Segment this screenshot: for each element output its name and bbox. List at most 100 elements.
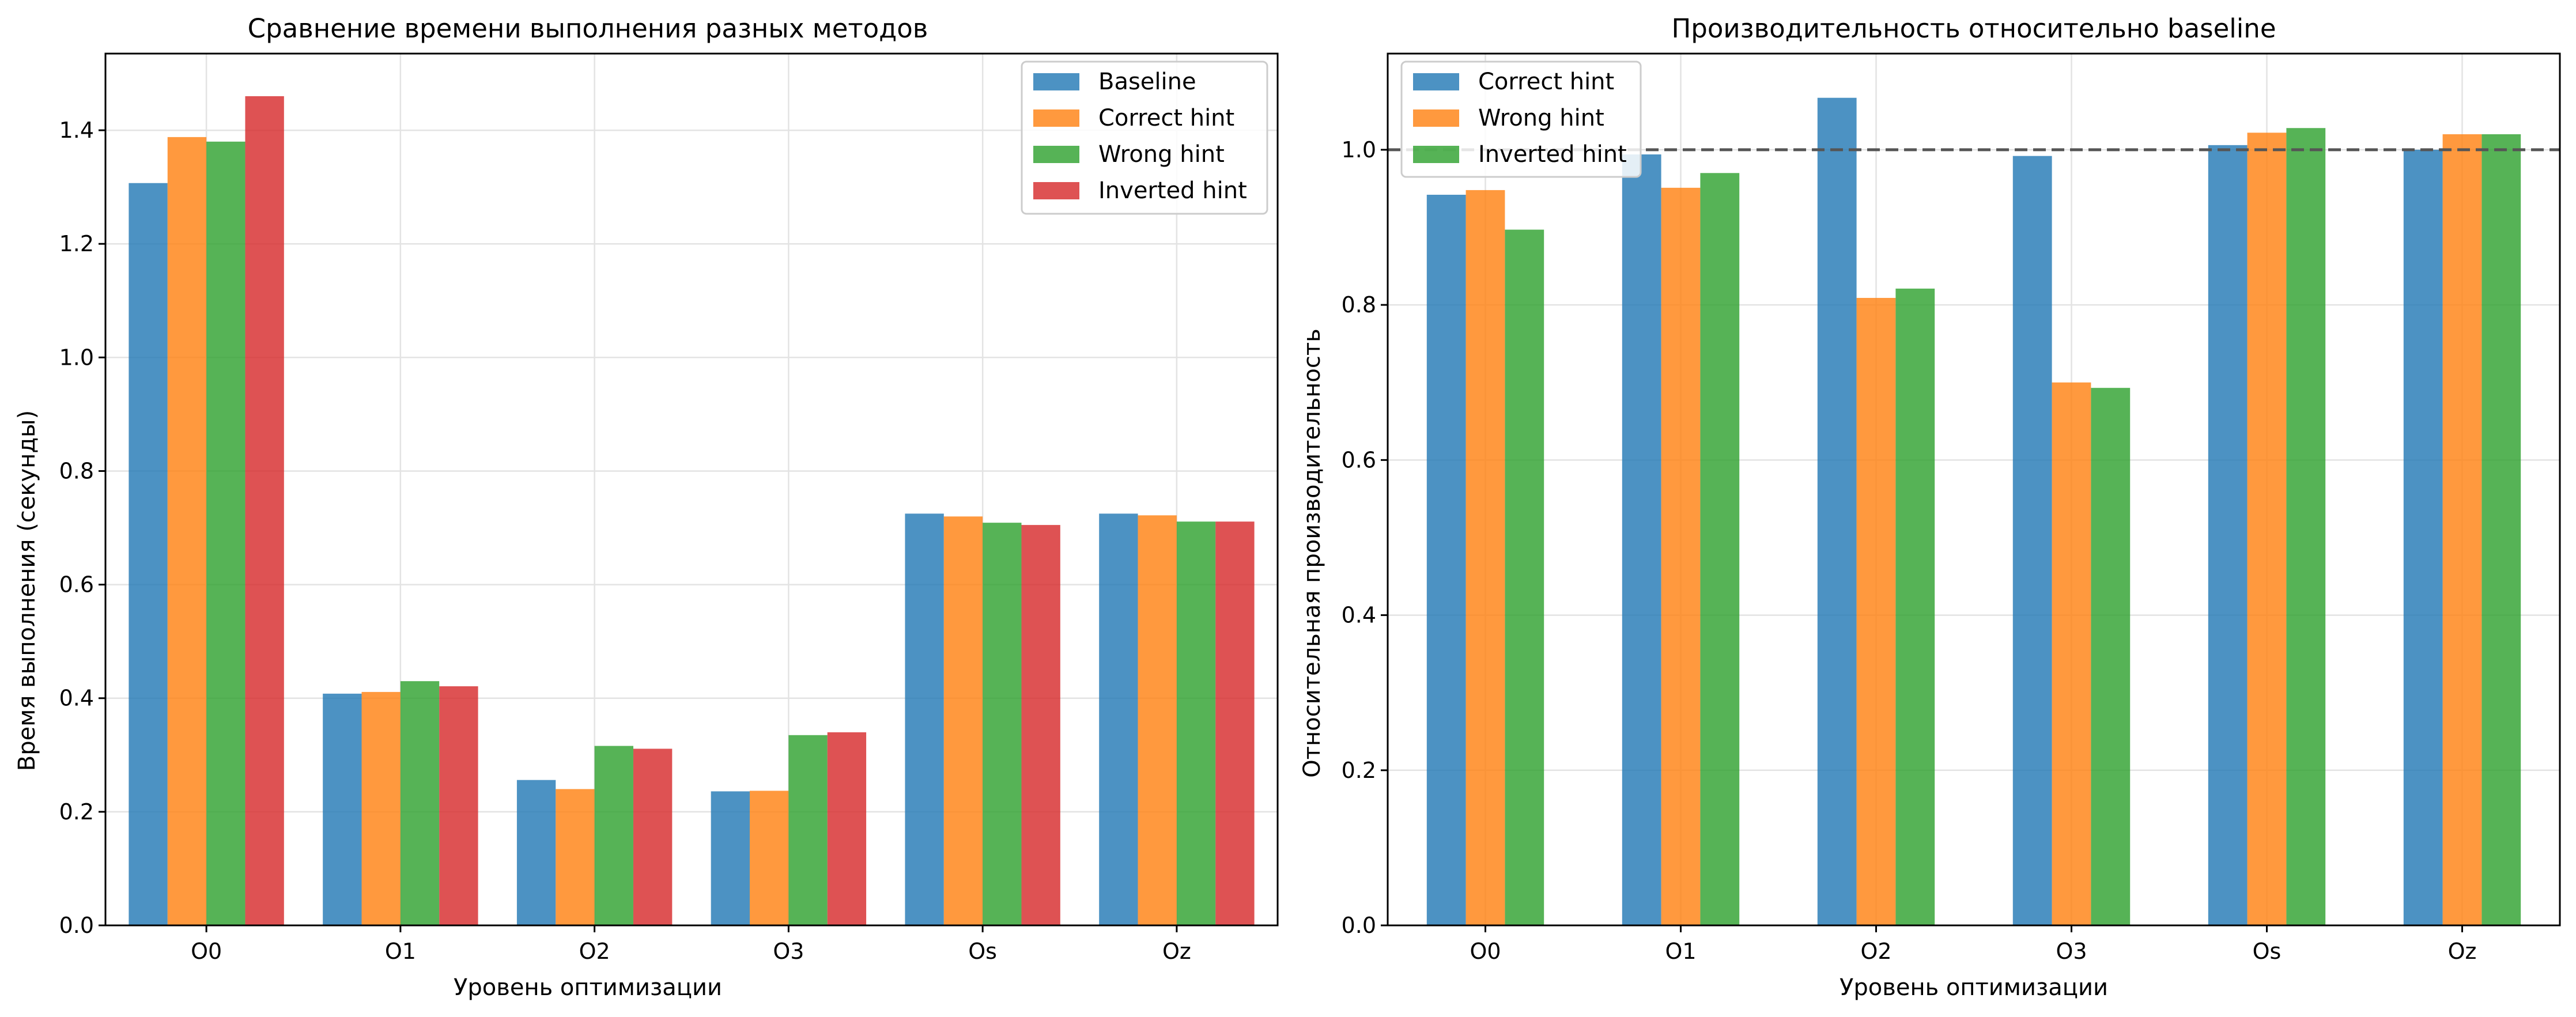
bar-baseline [711,791,750,925]
x-tick-label: Os [2253,939,2282,964]
bar-correct-hint [556,789,595,925]
legend-label: Baseline [1098,69,1196,95]
x-tick-label: O0 [1470,939,1501,964]
x-tick-label: Oz [2448,939,2477,964]
bar-wrong-hint [2052,382,2091,925]
y-tick-label: 0.4 [59,686,94,711]
legend-swatch [1413,73,1459,90]
legend-swatch [1413,109,1459,127]
y-tick-label: 0.0 [59,913,94,938]
x-tick-label: O0 [191,939,222,964]
bar-wrong-hint [1465,190,1505,926]
bar-inverted-hint [633,748,673,925]
legend-swatch [1033,182,1079,199]
bar-wrong-hint [1176,521,1216,925]
x-tick-label: O1 [1665,939,1696,964]
y-axis-label: Относительная производительность [1299,328,1325,777]
legend-swatch [1413,146,1459,163]
bar-correct-hint [167,137,207,925]
bar-correct-hint [750,791,789,925]
bar-wrong-hint [594,746,633,925]
x-tick-label: O2 [1860,939,1891,964]
bar-baseline [905,513,944,925]
plot-frame [104,52,1279,927]
x-tick-label: O1 [385,939,416,964]
bar-wrong-hint [788,735,828,925]
legend-label: Inverted hint [1478,141,1627,168]
plot-frame [1387,52,2561,927]
legend-label: Wrong hint [1098,141,1225,168]
legend-label: Inverted hint [1098,177,1247,204]
y-tick-label: 0.8 [1342,292,1376,317]
y-tick-label: 0.8 [59,458,94,483]
legend-swatch [1033,146,1079,163]
legend-label: Wrong hint [1478,105,1604,131]
x-axis-label: Уровень оптимизации [454,974,722,1001]
chart-title: Производительность относительно baseline [1671,13,2276,44]
x-tick-label: Oz [1162,939,1191,964]
y-tick-label: 1.0 [59,345,94,370]
bars [129,96,1255,926]
y-tick-label: 0.2 [59,799,94,825]
y-tick-label: 0.0 [1342,913,1376,938]
bar-inverted-hint [439,686,478,925]
bar-baseline [516,780,556,925]
bar-inverted-hint [1215,521,1255,925]
bar-correct-hint [1817,97,1857,926]
bar-inverted-hint [2091,388,2131,925]
x-tick-label: O3 [2056,939,2087,964]
bar-baseline [1099,513,1138,925]
bar-correct-hint [361,691,401,925]
bar-inverted-hint [1021,525,1060,925]
bar-wrong-hint [400,681,440,925]
bar-inverted-hint [245,96,284,926]
y-tick-label: 0.4 [1342,603,1376,628]
relative-performance-chart: Производительность относительно baseline… [1299,13,2561,1001]
chart-title: Сравнение времени выполнения разных мето… [248,13,928,44]
bar-inverted-hint [1505,229,1544,925]
bar-inverted-hint [2481,134,2521,925]
y-tick-label: 1.4 [59,118,94,143]
legend-box [1021,61,1268,215]
legend-label: Correct hint [1478,69,1614,95]
bar-correct-hint [1138,515,1177,925]
y-tick-label: 0.2 [1342,758,1376,783]
legend-label: Correct hint [1098,105,1234,131]
gridlines [1388,54,2560,927]
bar-correct-hint [2012,156,2052,925]
bar-wrong-hint [983,523,1022,925]
x-axis-label: Уровень оптимизации [1840,974,2108,1001]
bar-correct-hint [2403,149,2443,926]
bar-wrong-hint [1856,298,1896,926]
bar-correct-hint [1622,154,1661,925]
bar-baseline [129,183,168,926]
bar-correct-hint [943,516,983,925]
bar-correct-hint [1426,194,1466,925]
x-tick-label: Os [968,939,997,964]
bar-baseline [323,693,362,925]
x-tick-label: O3 [773,939,804,964]
legend: Correct hint Wrong hint Inverted hint [1400,61,1642,178]
legend-box [1400,61,1642,178]
y-axis-label: Время выполнения (секунды) [14,410,40,771]
bar-wrong-hint [2247,133,2287,926]
y-tick-label: 1.2 [59,231,94,256]
legend: Baseline Correct hint Wrong hint Inverted h… [1021,61,1268,215]
bar-inverted-hint [1895,288,1935,925]
bar-wrong-hint [2442,134,2482,925]
bar-inverted-hint [1700,173,1740,926]
bar-correct-hint [2208,145,2248,925]
x-tick-label: O2 [579,939,610,964]
bars [1426,97,2521,926]
execution-time-chart: Сравнение времени выполнения разных мето… [14,13,1279,1001]
bar-wrong-hint [206,141,245,925]
legend-swatch [1033,73,1079,90]
legend-swatch [1033,109,1079,127]
bar-wrong-hint [1661,187,1701,925]
y-tick-label: 0.6 [59,572,94,598]
y-tick-label: 0.6 [1342,447,1376,472]
y-tick-label: 1.0 [1342,137,1376,162]
bar-inverted-hint [827,732,867,925]
bar-inverted-hint [2286,128,2326,925]
